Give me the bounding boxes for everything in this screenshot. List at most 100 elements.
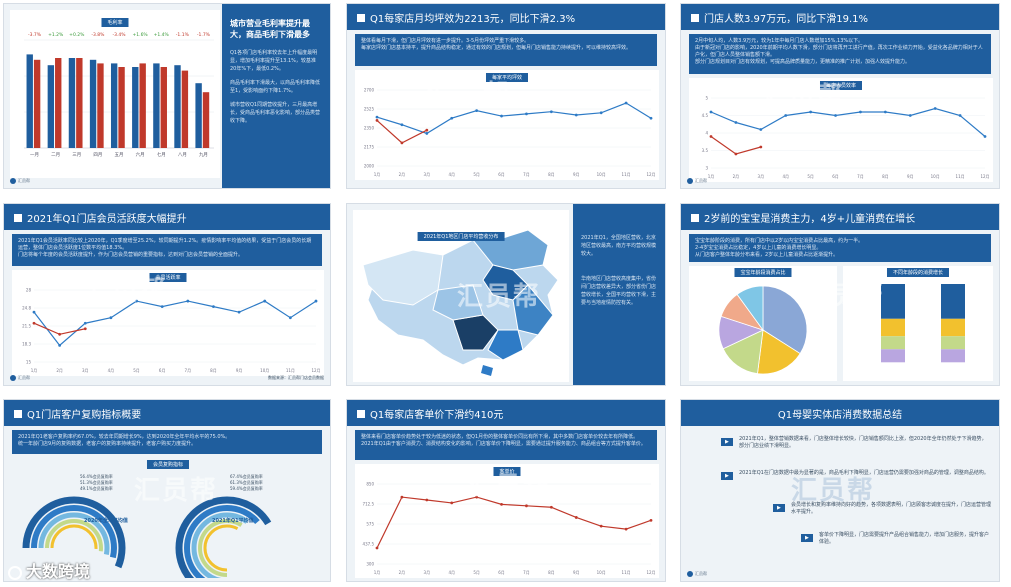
footer: 汇员帮 (687, 178, 707, 184)
data-label: +1.4% (154, 32, 170, 38)
x-tick-label: 10月 (597, 172, 606, 177)
x-tick-label: 1月 (374, 570, 381, 575)
slide-8[interactable]: Q1每家店客单价下滑约410元 整体来看门店客单价趋势处于较为低迷的状态，但Q1… (346, 399, 666, 582)
square-icon (691, 14, 699, 22)
y-tick-label: 28 (26, 288, 32, 293)
bullet-2: 2-4岁宝宝消费占比稳定，4岁以上儿童的消费增长明显。 (695, 245, 822, 251)
data-point (83, 321, 87, 325)
bar (118, 67, 125, 148)
slide-title: 2岁前的宝宝是消费主力，4岁+儿童消费在增长 (704, 214, 916, 225)
data-point (425, 128, 429, 132)
x-tick-label: 8月 (548, 172, 555, 177)
slide-header: 2岁前的宝宝是消费主力，4岁+儿童消费在增长 (681, 204, 999, 230)
data-point (450, 501, 454, 505)
slide-1[interactable]: 毛利率 -3.7% 一月 +1.2% 二月 +0.2% 三月 -3.8% 四月 -3.4% 五月 +… (3, 3, 331, 189)
data-point (649, 116, 653, 120)
bar (174, 65, 181, 148)
footer-brand: 汇员帮 (18, 178, 30, 183)
x-tick-label: 4月 (108, 368, 115, 373)
bullet-1: 整体看每月下滑，但门店月坪效有进一步提升。3-5月份坪效严重下滑较多。 (361, 38, 530, 44)
bar (68, 58, 76, 148)
slide-title: Q1每家店客单价下滑约410元 (370, 410, 504, 421)
tick-label: 一月 (30, 152, 39, 158)
stacked-segment (881, 284, 905, 319)
legend-item: 67.4%会员复购率 (230, 474, 263, 479)
data-point (709, 135, 713, 138)
data-label: +1.6% (133, 32, 149, 38)
data-point (883, 110, 887, 114)
rings-title: 会员复购指标 (146, 460, 190, 469)
y-tick-label: 2350 (364, 126, 375, 131)
summary-note-3: 会员增长和复购率维持向好的趋势，各项数据表明，门店顾客忠诚度在提升，门店运营管理… (791, 502, 992, 515)
data-point (186, 299, 190, 303)
slide-6[interactable]: 2岁前的宝宝是消费主力，4岁+儿童消费在增长 宝宝年龄阶段的消费，所有门店中以2… (680, 203, 1000, 386)
x-tick-label: 7月 (523, 570, 530, 575)
slide-header: 2021年Q1门店会员活跃度大幅提升 (4, 204, 330, 230)
bar (202, 92, 210, 148)
y-tick-label: 5 (705, 96, 708, 101)
y-tick-label: 3 (705, 166, 708, 171)
legend-item: 49.1%会员复购率 (80, 486, 113, 491)
x-tick-label: 4月 (448, 172, 455, 177)
bullet-2: 每家店坪效门店基本持平，提升商品结构稳定，通过有效的门店规划，但每月门店销售能力… (361, 45, 632, 51)
square-icon (357, 410, 365, 418)
x-tick-label: 9月 (236, 368, 243, 373)
bullet-3: 部分门店规划目对门店有效规划，可提高品牌质量能力，更精准的推广计划，加强人效提升… (695, 59, 911, 65)
slide-9[interactable]: Q1母婴实体店消费数据总结 ▶ 2021年Q1，整体营销数据来看，门店整体增长较… (680, 399, 1000, 582)
slide-7[interactable]: Q1门店客户复购指标概要 2021年Q1老客户复购率约67.0%，较去年同期增长… (3, 399, 331, 582)
bar (97, 63, 104, 148)
footer-brand: 汇员帮 (695, 571, 707, 576)
x-tick-label: 11月 (286, 368, 295, 373)
data-point (450, 116, 454, 120)
left-legend: 56.4%会员复购率 51.3%会员复购率 49.1%会员复购率 (80, 474, 113, 492)
slide-title: Q1门店客户复购指标概要 (27, 410, 142, 421)
x-tick-label: 3月 (758, 174, 765, 179)
slide-4[interactable]: 2021年Q1门店会员活跃度大幅提升 2021年Q1会员活跃率同比较上2020年… (3, 203, 331, 386)
map-area: 2021年Q1地区门店平均营收分布 (353, 210, 569, 382)
x-tick-label: 3月 (424, 172, 431, 177)
slide-2[interactable]: Q1每家店月均坪效为2213元，同比下滑2.3% 整体看每月下滑，但门店月坪效有… (346, 3, 666, 189)
data-point (933, 107, 937, 110)
note-marker-icon: ▶ (773, 504, 785, 512)
right-legend: 67.4%会员复购率 61.3%会员复购率 59.4%会员复购率 (230, 474, 263, 492)
data-point (759, 145, 763, 149)
bullet-2: 由于新冠对门店的影响，2020年前期平均人数下滑，部分门店将再开工进行产值，再次… (695, 45, 983, 58)
data-point (475, 109, 479, 113)
x-tick-label: 11月 (622, 570, 631, 575)
side-panel: 城市营业毛利率提升最大，商品毛利下滑最多 Q1各项门店毛利率较去年上升幅度最明显… (222, 4, 330, 188)
slide-5[interactable]: 2021年Q1地区门店平均营收分布 2021年Q1，全国地区营收，北京地区营收最… (346, 203, 666, 386)
x-tick-label: 1月 (31, 368, 38, 373)
data-point (525, 112, 528, 116)
bullet-1: 2021年Q1老客户复购率约67.0%，较去年同期增长9%，达到2020年全年平… (18, 434, 231, 440)
bar (160, 67, 167, 148)
bullet-1: 宝宝年龄阶段的消费，所有门店中以2岁以内宝宝消费占比最高，约为一半。 (695, 238, 864, 244)
chart-title: 毛利率 (101, 18, 129, 27)
data-point (624, 527, 628, 531)
data-point (734, 121, 738, 124)
x-tick-label: 5月 (133, 368, 140, 373)
x-tick-label: 4月 (448, 570, 455, 575)
chart-area: 会员活跃率 15 18.3 21.5 24.8 28 1月 2月 3月 4月 5月 6月 7月 8月 9月… (12, 270, 324, 376)
data-point (375, 115, 379, 119)
square-icon (14, 214, 22, 222)
x-tick-label: 5月 (473, 570, 480, 575)
data-point (709, 110, 713, 114)
data-point (58, 332, 62, 336)
chart-title: 每店人员效率 (819, 81, 863, 90)
y-tick-label: 712.5 (363, 502, 375, 507)
slide-3[interactable]: 门店人数3.97万元，同比下滑19.1% 2月中旬人均，人数3.9万元，较为1年… (680, 3, 1000, 189)
x-tick-label: 12月 (646, 172, 655, 177)
data-point (525, 504, 528, 508)
data-point (734, 152, 738, 156)
x-tick-label: 3月 (82, 368, 89, 373)
data-point (958, 114, 962, 117)
stacked-segment (941, 284, 965, 319)
x-tick-label: 9月 (573, 570, 580, 575)
side-point-1: 2021年Q1，全国地区营收，北京地区营收最高，南方平均营收规模较大。 (581, 235, 657, 257)
note-marker-icon: ▶ (801, 534, 813, 542)
chart-title: 客单价 (493, 467, 521, 476)
data-point (624, 101, 628, 105)
note-marker-icon: ▶ (721, 438, 733, 446)
bar (55, 58, 62, 148)
y-tick-label: 437.5 (363, 542, 375, 547)
